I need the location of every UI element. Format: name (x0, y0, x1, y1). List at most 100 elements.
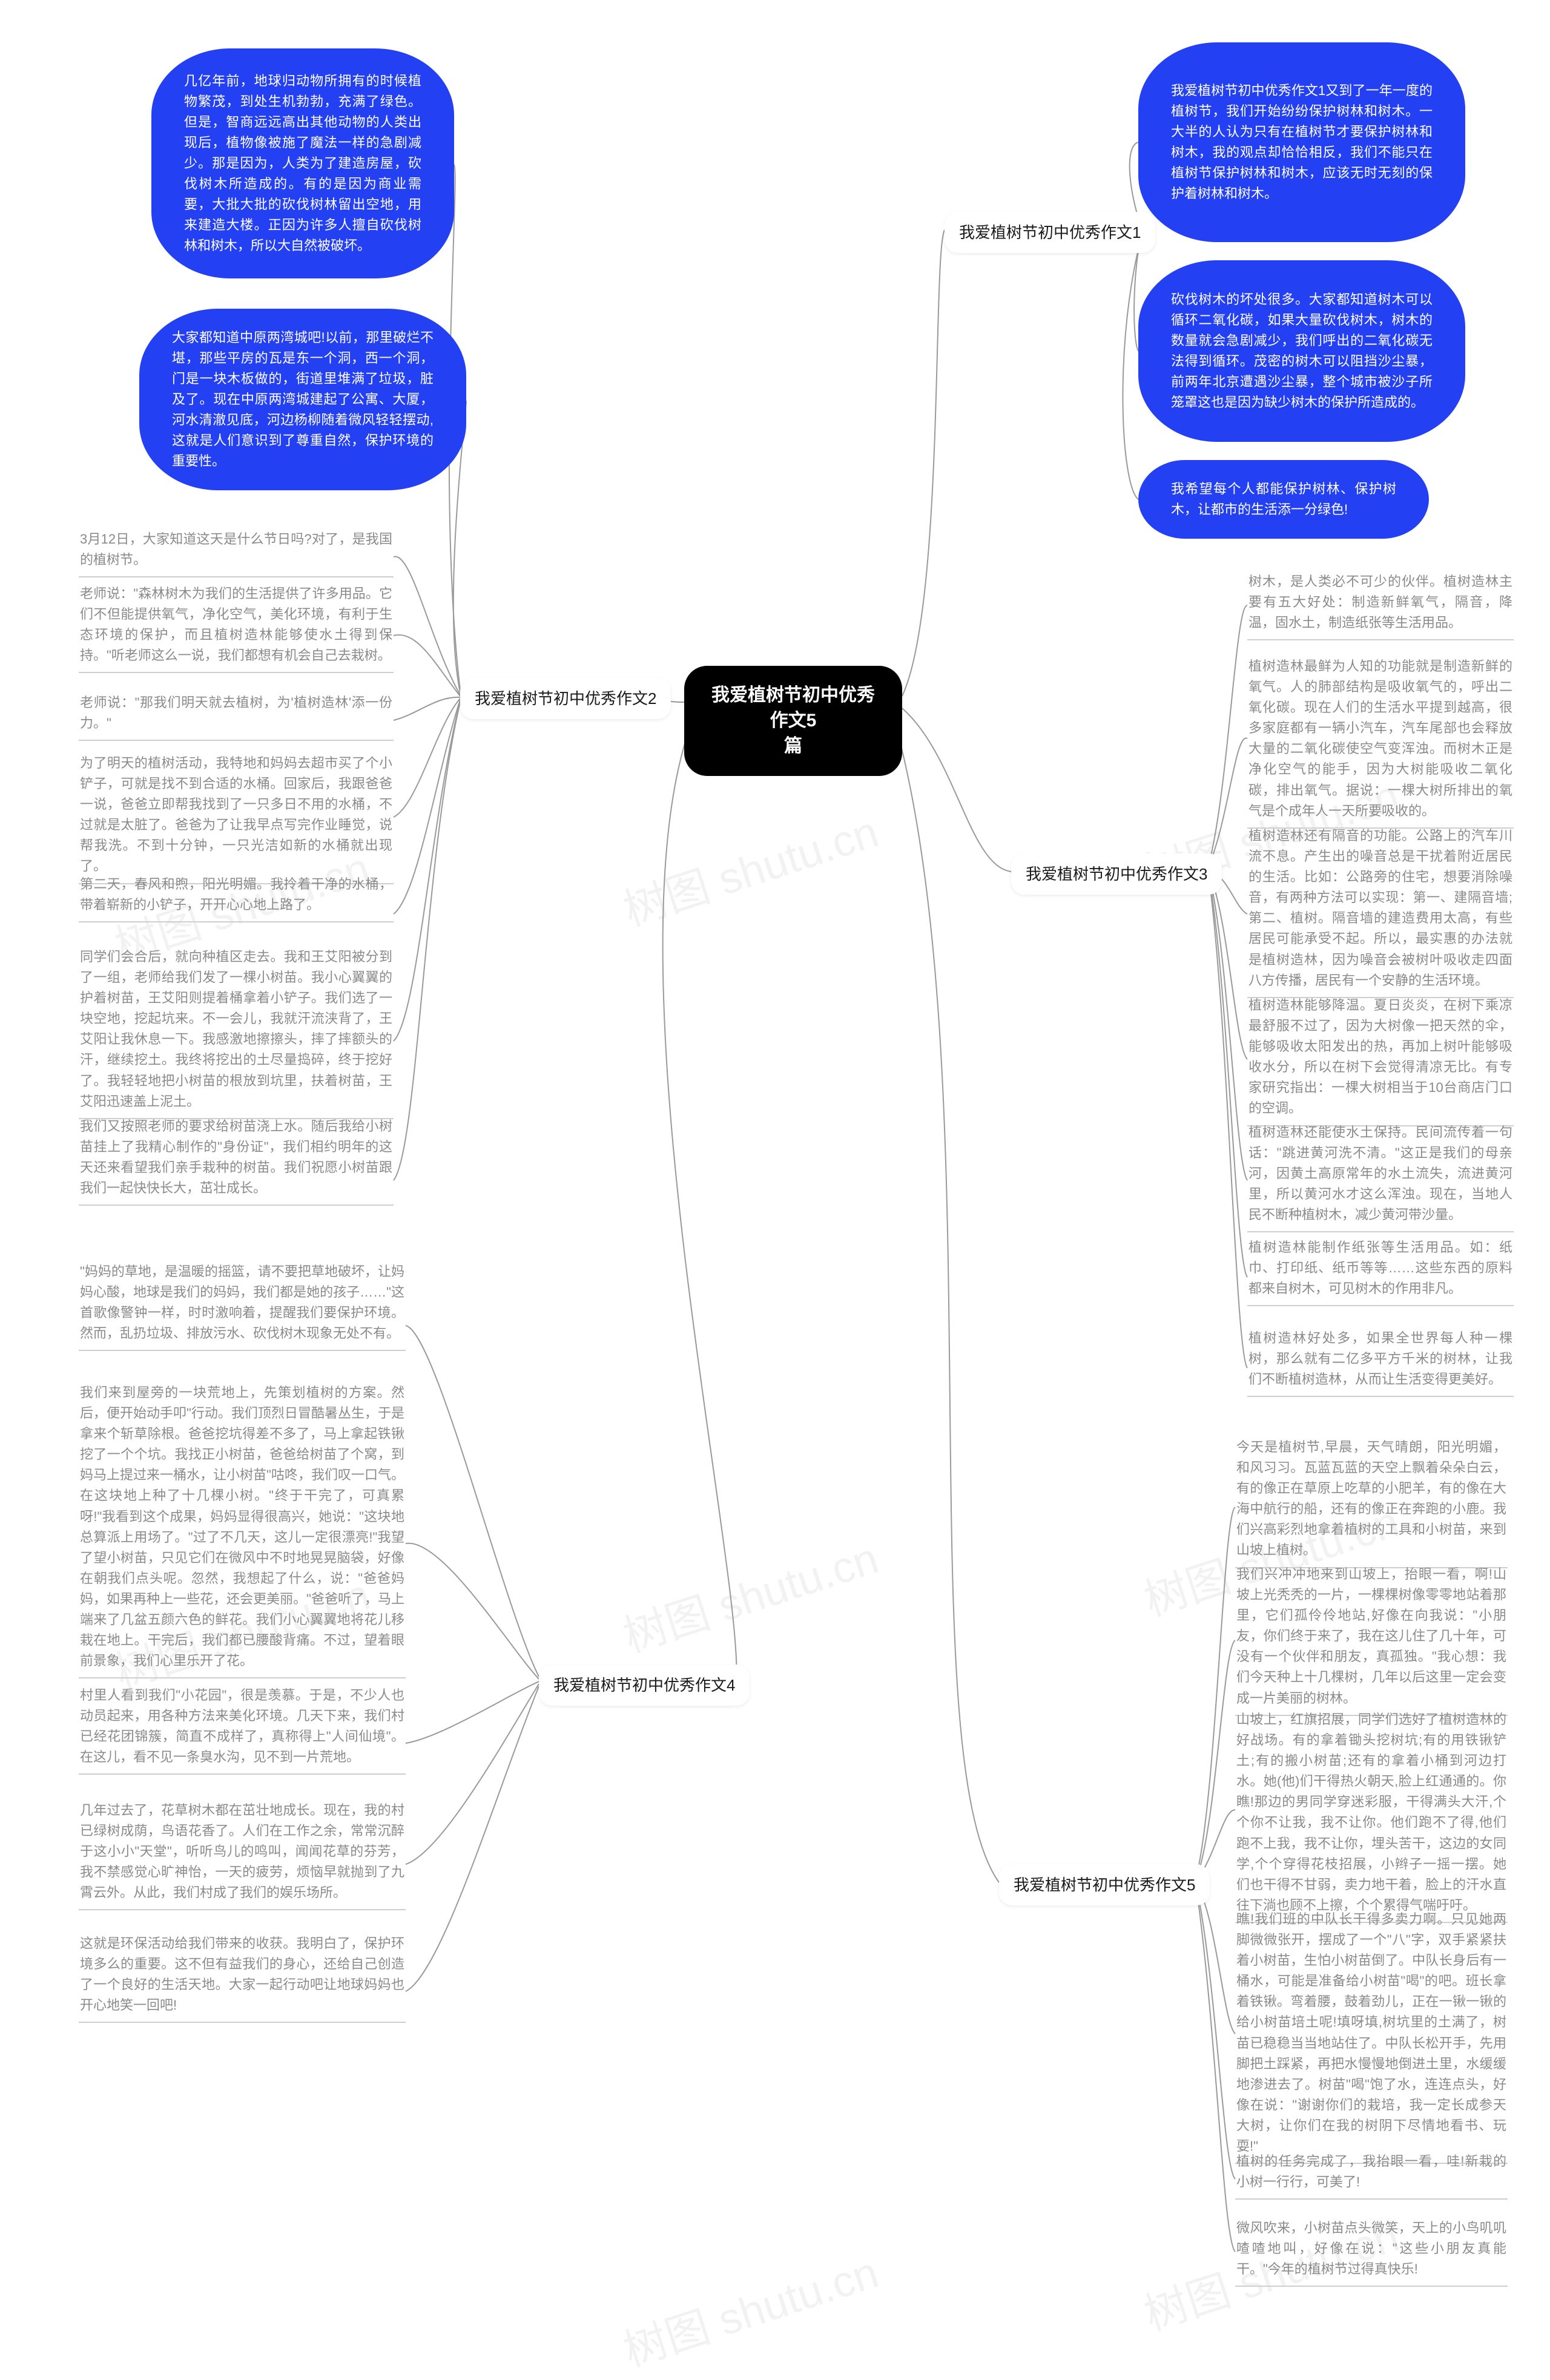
bubble-node[interactable]: 我希望每个人都能保护树林、保护树木，让都市的生活添一分绿色! (1138, 460, 1429, 539)
leaf-text: 同学们会合后，就向种植区走去。我和王艾阳被分到了一组，老师给我们发了一棵小树苗。… (79, 944, 394, 1119)
connector (1196, 1507, 1235, 1876)
branch-label: 我爱植树节初中优秀作文4 (553, 1676, 735, 1694)
connector (394, 635, 460, 696)
bubble-node[interactable]: 砍伐树木的坏处很多。大家都知道树木可以循环二氧化碳，如果大量砍伐树木，树木的数量… (1138, 260, 1465, 442)
connector (1209, 870, 1247, 1059)
leaf-text: 砍伐树木的坏处很多。大家都知道树木可以循环二氧化碳，如果大量砍伐树木，树木的数量… (1171, 289, 1433, 413)
leaf-text: 村里人看到我们"小花园"，很是羡慕。于是，不少人也动员起来，用各种方法来美化环境… (79, 1683, 406, 1775)
leaf-node[interactable]: 植树造林还能使水土保持。民间流传着一句话："跳进黄河洗不清。"这正是我们的母亲河… (1247, 1120, 1514, 1232)
leaf-node[interactable]: 我们来到屋旁的一块荒地上，先策划植树的方案。然后，便开始动手叩"行动。我们顶烈日… (79, 1380, 406, 1678)
connector (1209, 872, 1247, 1180)
leaf-text: "妈妈的草地，是温暖的摇篮，请不要把草地破坏，让妈妈心酸，地球是我们的妈妈，我们… (79, 1259, 406, 1351)
leaf-text: 第二天，春风和煦，阳光明媚。我拎着干净的水桶，带着崭新的小铲子，开开心心地上路了… (79, 872, 394, 922)
leaf-node[interactable]: 微风吹来，小树苗点头微笑，天上的小鸟叽叽喳喳地叫，好像在说："这些小朋友真能干。… (1235, 2215, 1508, 2287)
leaf-node[interactable]: 植树的任务完成了，我抬眼一看，哇!新栽的小树一行行，可美了! (1235, 2149, 1508, 2200)
root-node[interactable]: 我爱植树节初中优秀作文5 篇 (684, 666, 902, 776)
leaf-node[interactable]: 植树造林能够降温。夏日炎炎，在树下乘凉最舒服不过了，因为大树像一把天然的伞，能够… (1247, 993, 1514, 1126)
watermark: 树图 shutu.cn (614, 1522, 885, 1665)
branch-label: 我爱植树节初中优秀作文2 (475, 689, 656, 708)
leaf-text: 树木，是人类必不可少的伙伴。植树造林主要有五大好处：制造新鲜氧气，隔音，降温，固… (1247, 569, 1514, 640)
leaf-node[interactable]: 瞧!我们班的中队长干得多卖力啊。只见她两脚微微张开，摆成了一个"八"字，双手紧紧… (1235, 1907, 1508, 2164)
leaf-node[interactable]: 我们兴冲冲地来到山坡上，抬眼一看，啊!山坡上光秃秃的一片，一棵棵树像零零地站着那… (1235, 1562, 1508, 1716)
bubble-node[interactable]: 我爱植树节初中优秀作文1又到了一年一度的植树节，我们开始纷纷保护树林和树木。一大… (1138, 42, 1465, 242)
leaf-text: 这就是环保活动给我们带来的收获。我明白了，保护环境多么的重要。这不但有益我们的身… (79, 1931, 406, 2023)
connector (394, 702, 460, 1180)
leaf-node[interactable]: 这就是环保活动给我们带来的收获。我明白了，保护环境多么的重要。这不但有益我们的身… (79, 1931, 406, 2023)
connector (1196, 1884, 1235, 2034)
leaf-text: 植树造林能够降温。夏日炎炎，在树下乘凉最舒服不过了，因为大树像一把天然的伞，能够… (1247, 993, 1514, 1126)
connector (394, 697, 460, 720)
branch-label: 我爱植树节初中优秀作文1 (959, 223, 1141, 242)
watermark: 树图 shutu.cn (614, 796, 885, 938)
leaf-node[interactable]: 老师说："那我们明天就去植树，为'植树造林'添一份力。" (79, 690, 394, 741)
leaf-node[interactable]: 植树造林还有隔音的功能。公路上的汽车川流不息。产生出的噪音总是干扰着附近居民的生… (1247, 823, 1514, 998)
leaf-text: 为了明天的植树活动，我特地和妈妈去超市买了个小铲子，可就是找不到合适的水桶。回家… (79, 751, 394, 884)
branch-node[interactable]: 我爱植树节初中优秀作文5 (999, 1864, 1210, 1905)
leaf-text: 山坡上，红旗招展，同学们选好了植树造林的好战场。有的拿着锄头挖树坑;有的用铁锹铲… (1235, 1707, 1508, 1923)
leaf-node[interactable]: "妈妈的草地，是温暖的摇篮，请不要把草地破坏，让妈妈心酸，地球是我们的妈妈，我们… (79, 1259, 406, 1351)
leaf-text: 今天是植树节,早晨，天气晴朗，阳光明媚，和风习习。瓦蓝瓦蓝的天空上飘着朵朵白云，… (1235, 1435, 1508, 1568)
leaf-node[interactable]: 植树造林最鲜为人知的功能就是制造新鲜的氧气。人的肺部结构是吸收氧气的，呼出二氧化… (1247, 654, 1514, 829)
connector (1196, 1640, 1235, 1879)
connector (902, 230, 945, 696)
connector (394, 701, 460, 1041)
connector (394, 557, 460, 695)
leaf-node[interactable]: 老师说："森林树木为我们的生活提供了许多用品。它们不但能提供氧气，净化空气，美化… (79, 581, 394, 673)
connector (1209, 738, 1247, 867)
bubble-node[interactable]: 几亿年前，地球归动物所拥有的时候植物繁茂，到处生机勃勃，充满了绿色。但是，智商远… (151, 48, 454, 278)
leaf-text: 我爱植树节初中优秀作文1又到了一年一度的植树节，我们开始纷纷保护树林和树木。一大… (1171, 81, 1433, 205)
connector (1209, 873, 1247, 1277)
leaf-node[interactable]: 3月12日，大家知道这天是什么节日吗?对了，是我国的植树节。 (79, 527, 394, 577)
leaf-node[interactable]: 树木，是人类必不可少的伙伴。植树造林主要有五大好处：制造新鲜氧气，隔音，降温，固… (1247, 569, 1514, 640)
connector (1209, 874, 1247, 1368)
leaf-text: 我希望每个人都能保护树林、保护树木，让都市的生活添一分绿色! (1171, 479, 1396, 520)
mindmap-canvas: 树图 shutu.cn树图 shutu.cn树图 shutu.cn树图 shut… (0, 0, 1550, 2380)
branch-node[interactable]: 我爱植树节初中优秀作文1 (945, 212, 1155, 253)
leaf-node[interactable]: 同学们会合后，就向种植区走去。我和王艾阳被分到了一组，老师给我们发了一棵小树苗。… (79, 944, 394, 1119)
connector (1209, 605, 1247, 866)
leaf-node[interactable]: 为了明天的植树活动，我特地和妈妈去超市买了个小铲子，可就是找不到合适的水桶。回家… (79, 751, 394, 884)
leaf-text: 大家都知道中原两湾城吧!以前，那里破烂不堪，那些平房的瓦是东一个洞，西一个洞，门… (172, 327, 434, 472)
leaf-text: 微风吹来，小树苗点头微笑，天上的小鸟叽叽喳喳地叫，好像在说："这些小朋友真能干。… (1235, 2215, 1508, 2287)
branch-node[interactable]: 我爱植树节初中优秀作文2 (460, 678, 671, 719)
leaf-text: 老师说："森林树木为我们的生活提供了许多用品。它们不但能提供氧气，净化空气，美化… (79, 581, 394, 673)
connector (406, 1686, 539, 1991)
branch-node[interactable]: 我爱植树节初中优秀作文3 (1011, 853, 1222, 895)
leaf-node[interactable]: 几年过去了，花草树木都在茁壮地成长。现在，我的村已绿树成荫，鸟语花香了。人们在工… (79, 1798, 406, 1910)
leaf-text: 植树造林能制作纸张等生活用品。如：纸巾、打印纸、纸币等等……这些东西的原料都来自… (1247, 1235, 1514, 1306)
branch-node[interactable]: 我爱植树节初中优秀作文4 (539, 1665, 750, 1706)
connector (1196, 1886, 1235, 2179)
leaf-text: 几亿年前，地球归动物所拥有的时候植物繁茂，到处生机勃勃，充满了绿色。但是，智商远… (184, 71, 421, 257)
connector (902, 708, 1011, 872)
leaf-node[interactable]: 植树造林能制作纸张等生活用品。如：纸巾、打印纸、纸币等等……这些东西的原料都来自… (1247, 1235, 1514, 1306)
leaf-node[interactable]: 我们又按照老师的要求给树苗浇上水。随后我给小树苗挂上了我精心制作的"身份证"，我… (79, 1114, 394, 1206)
connector (406, 1681, 539, 1743)
connector (394, 700, 460, 914)
connector (406, 1326, 539, 1677)
leaf-text: 我们兴冲冲地来到山坡上，抬眼一看，啊!山坡上光秃秃的一片，一棵棵树像零零地站着那… (1235, 1562, 1508, 1716)
leaf-node[interactable]: 山坡上，红旗招展，同学们选好了植树造林的好战场。有的拿着锄头挖树坑;有的用铁锹铲… (1235, 1707, 1508, 1923)
leaf-node[interactable]: 今天是植树节,早晨，天气晴朗，阳光明媚，和风习习。瓦蓝瓦蓝的天空上飘着朵朵白云，… (1235, 1435, 1508, 1568)
leaf-text: 我们又按照老师的要求给树苗浇上水。随后我给小树苗挂上了我精心制作的"身份证"，我… (79, 1114, 394, 1206)
leaf-text: 几年过去了，花草树木都在茁壮地成长。现在，我的村已绿树成荫，鸟语花香了。人们在工… (79, 1798, 406, 1910)
leaf-text: 植树造林还有隔音的功能。公路上的汽车川流不息。产生出的噪音总是干扰着附近居民的生… (1247, 823, 1514, 998)
leaf-text: 植树造林好处多，如果全世界每人种一棵树，那么就有二亿多平方千米的树林，让我们不断… (1247, 1326, 1514, 1397)
leaf-text: 我们来到屋旁的一块荒地上，先策划植树的方案。然后，便开始动手叩"行动。我们顶烈日… (79, 1380, 406, 1678)
connector (1196, 1889, 1235, 2252)
connector (406, 1684, 539, 1864)
leaf-node[interactable]: 植树造林好处多，如果全世界每人种一棵树，那么就有二亿多平方千米的树林，让我们不断… (1247, 1326, 1514, 1397)
leaf-text: 植树造林最鲜为人知的功能就是制造新鲜的氧气。人的肺部结构是吸收氧气的，呼出二氧化… (1247, 654, 1514, 829)
leaf-node[interactable]: 第二天，春风和煦，阳光明媚。我拎着干净的水桶，带着崭新的小铲子，开开心心地上路了… (79, 872, 394, 922)
connector (406, 1543, 539, 1679)
branch-label: 我爱植树节初中优秀作文3 (1026, 865, 1207, 883)
branch-label: 我爱植树节初中优秀作文5 (1014, 1876, 1195, 1894)
leaf-node[interactable]: 村里人看到我们"小花园"，很是羡慕。于是，不少人也动员起来，用各种方法来美化环境… (79, 1683, 406, 1775)
connector (896, 726, 999, 1882)
leaf-text: 瞧!我们班的中队长干得多卖力啊。只见她两脚微微张开，摆成了一个"八"字，双手紧紧… (1235, 1907, 1508, 2164)
leaf-text: 植树造林还能使水土保持。民间流传着一句话："跳进黄河洗不清。"这正是我们的母亲河… (1247, 1120, 1514, 1232)
watermark: 树图 shutu.cn (614, 2237, 885, 2379)
leaf-text: 植树的任务完成了，我抬眼一看，哇!新栽的小树一行行，可美了! (1235, 2149, 1508, 2200)
root-label: 我爱植树节初中优秀作文5 篇 (711, 685, 875, 756)
leaf-text: 3月12日，大家知道这天是什么节日吗?对了，是我国的植树节。 (79, 527, 394, 577)
bubble-node[interactable]: 大家都知道中原两湾城吧!以前，那里破烂不堪，那些平房的瓦是东一个洞，西一个洞，门… (139, 309, 466, 490)
